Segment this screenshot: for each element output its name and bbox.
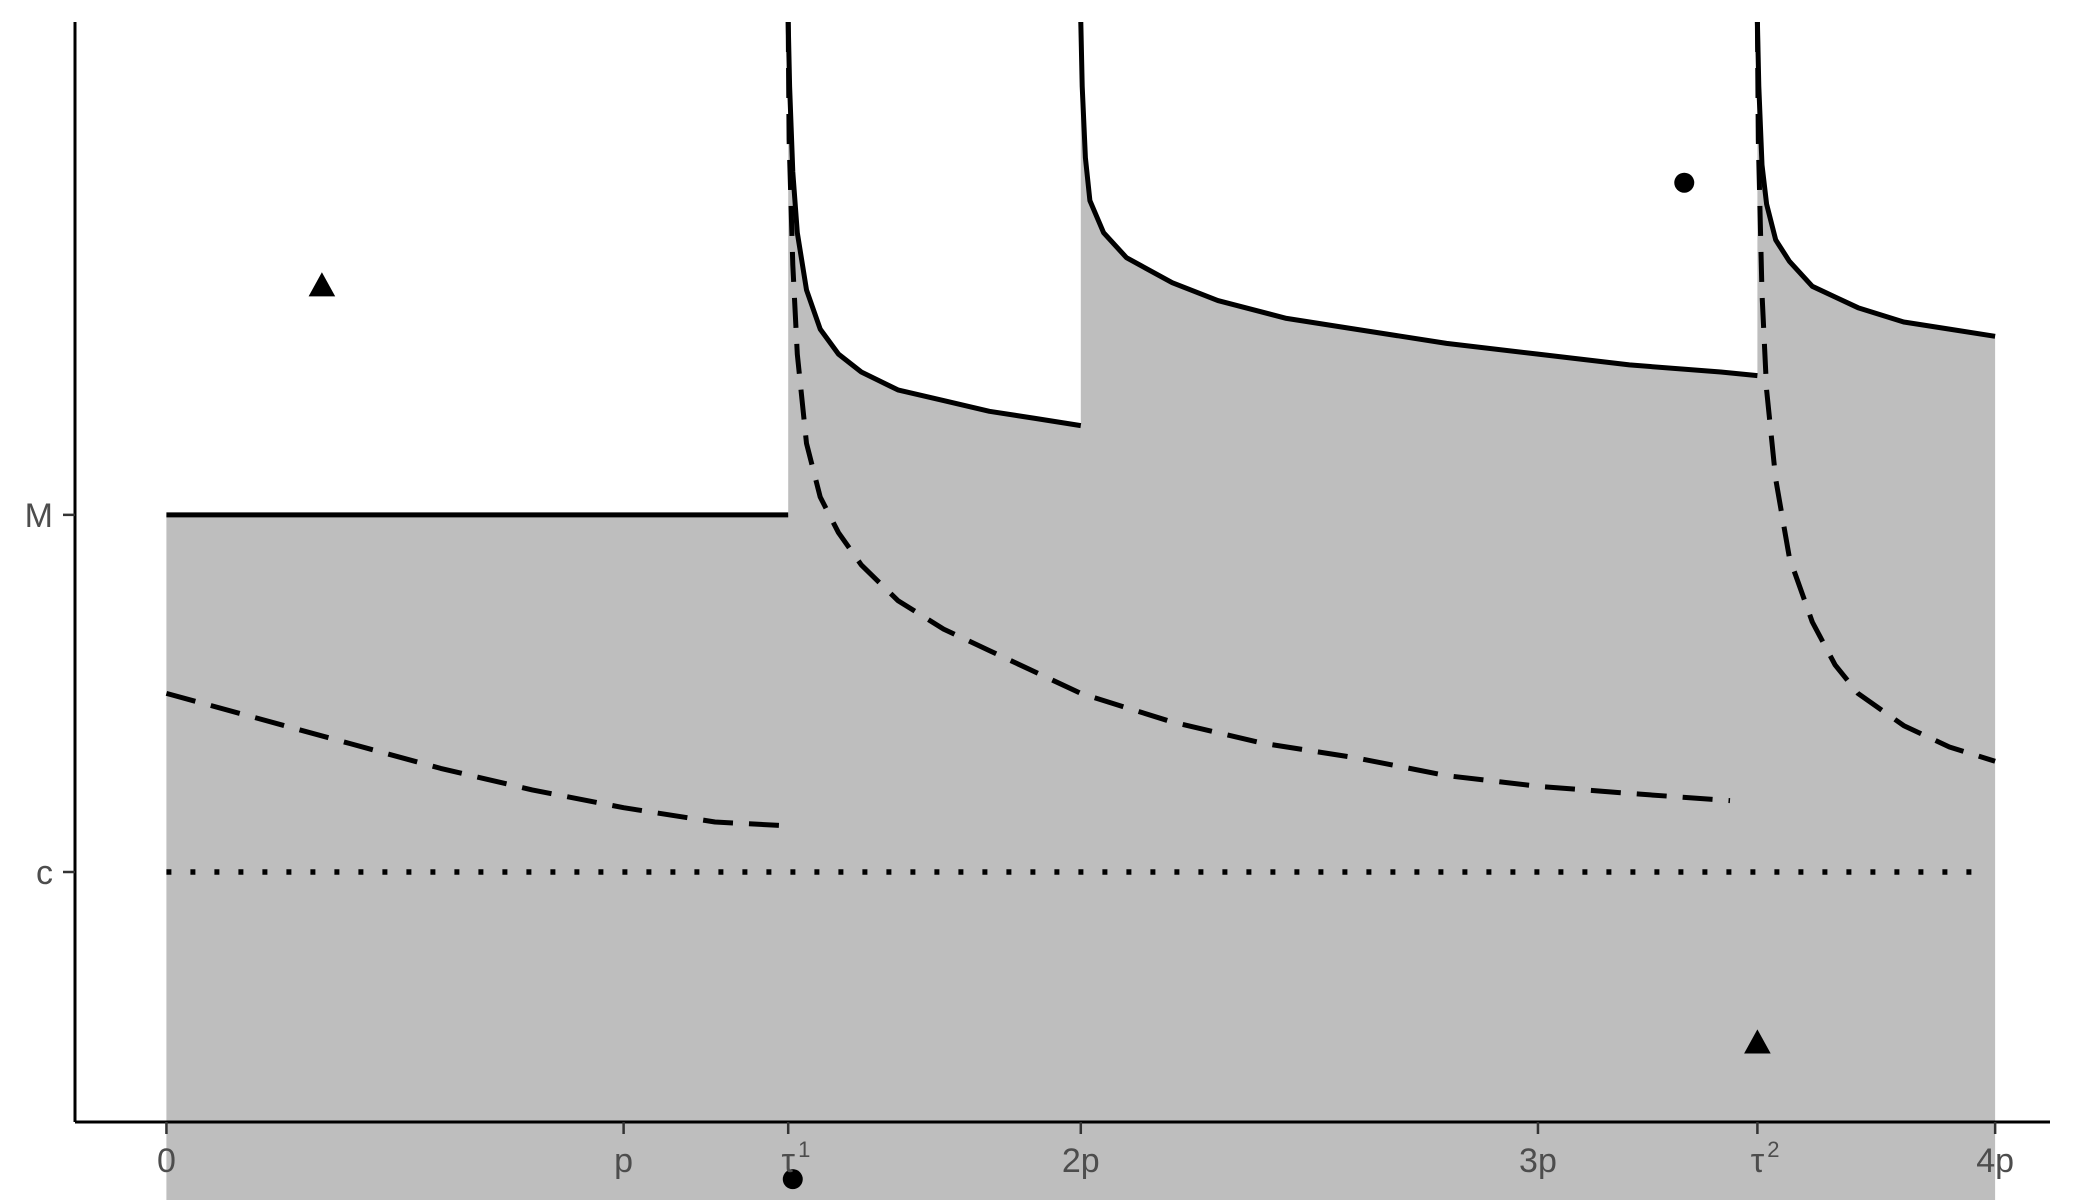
x-tick-label-1: 0	[157, 1142, 176, 1180]
point-marker-triangle-1	[308, 272, 336, 297]
x-axis-ticks: 0 p τ 1 2p 3p τ 2 4p	[157, 1122, 2014, 1180]
plot-area	[165, 21, 1996, 1200]
point-marker-circle-2	[1674, 172, 1695, 193]
series-solid-segment-4	[1754, 21, 1996, 339]
point-marker-triangle-4	[1744, 1029, 1771, 1054]
series-layer	[165, 21, 1996, 875]
x-tick-label-5: 3p	[1519, 1142, 1557, 1180]
series-solid-segment-2	[785, 21, 1082, 429]
x-tick-label-7: 4p	[1976, 1142, 2014, 1180]
x-tick-label-6: τ	[1751, 1142, 1765, 1180]
point-marker-circle-3	[782, 1169, 803, 1190]
y-axis-ticks: Mc	[25, 497, 75, 892]
axes: 0 p τ 1 2p 3p τ 2 4p Mc	[25, 22, 2050, 1180]
x-tick-label-4: 2p	[1062, 1142, 1100, 1180]
y-tick-label-1: M	[25, 497, 53, 535]
series-dashed-segment-1	[165, 690, 784, 829]
series-dashed-segment-3	[1754, 21, 1996, 764]
y-tick-label-2: c	[36, 854, 53, 892]
x-tick-label-sup-3: 1	[798, 1137, 810, 1162]
series-dashed-segment-2	[785, 21, 1731, 804]
series-solid-segment-3	[1078, 21, 1758, 379]
shaded-region	[166, 22, 1996, 1200]
x-tick-label-3: τ	[781, 1142, 795, 1180]
points-layer	[308, 172, 1771, 1190]
x-tick-label-sup-6: 2	[1767, 1137, 1779, 1162]
x-tick-label-2: p	[614, 1142, 633, 1180]
